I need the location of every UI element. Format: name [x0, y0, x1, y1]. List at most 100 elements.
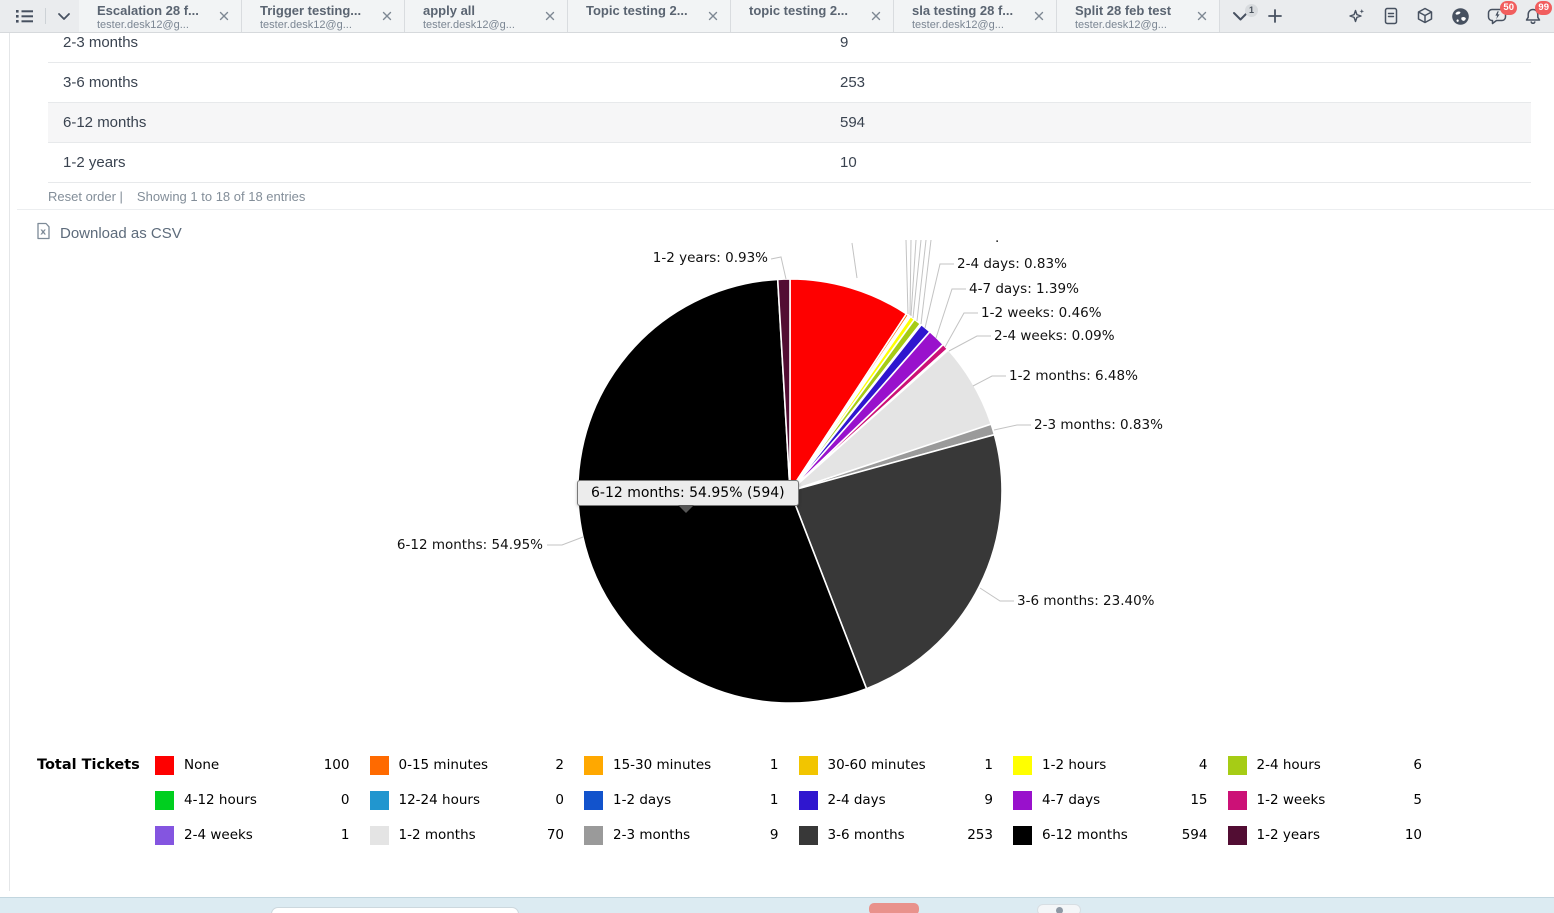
tab-title: Escalation 28 f...: [97, 3, 199, 18]
tab-title: Trigger testing...: [260, 3, 362, 18]
legend-swatch: [798, 825, 818, 845]
tab-close-icon[interactable]: [1034, 8, 1044, 26]
tab-close-icon[interactable]: [708, 8, 718, 26]
legend-item[interactable]: 1-2 hours 4: [1013, 755, 1228, 775]
globe-icon[interactable]: [1451, 7, 1470, 26]
browser-tab[interactable]: sla testing 28 f... tester.desk12@g...: [894, 0, 1057, 32]
callout-leader-line: [948, 335, 991, 352]
tab-strip: Escalation 28 f... tester.desk12@g... Trig…: [0, 0, 1554, 33]
table-row: 1-2 years 10: [48, 143, 1531, 183]
document-icon[interactable]: [1383, 7, 1399, 25]
cube-icon[interactable]: [1416, 7, 1434, 25]
legend-label: 3-6 months: [827, 827, 905, 843]
browser-tab[interactable]: Topic testing 2...: [568, 0, 731, 32]
download-csv-label: Download as CSV: [60, 224, 182, 242]
list-icon[interactable]: [15, 9, 34, 24]
tab-close-icon[interactable]: [1197, 8, 1207, 26]
legend-item[interactable]: None 100: [155, 755, 370, 775]
legend-item[interactable]: 4-12 hours 0: [155, 790, 370, 810]
callout-leader-line: [910, 239, 917, 317]
tab-close-icon[interactable]: [545, 8, 555, 26]
legend-item[interactable]: 1-2 months 70: [369, 825, 585, 845]
legend-item[interactable]: 30-60 minutes 1: [798, 755, 1014, 775]
legend-count: 100: [323, 757, 350, 773]
legend-item[interactable]: 2-4 hours 6: [1227, 755, 1443, 775]
legend-swatch: [369, 755, 389, 775]
legend-label: 30-60 minutes: [827, 757, 926, 773]
legend-swatch: [1013, 755, 1032, 775]
legend-item[interactable]: 15-30 minutes 1: [584, 755, 799, 775]
tab-subtitle: tester.desk12@g...: [423, 19, 515, 31]
browser-tab[interactable]: apply all tester.desk12@g...: [405, 0, 568, 32]
sparkles-icon[interactable]: [1347, 7, 1366, 25]
legend-item[interactable]: 1-2 years 10: [1227, 825, 1443, 845]
legend-count: 15: [1190, 792, 1208, 808]
legend-count: 1: [769, 757, 779, 773]
tab-subtitle: tester.desk12@g...: [260, 19, 352, 31]
svg-text:x: x: [40, 228, 46, 238]
legend-count: 5: [1413, 792, 1422, 808]
tab-close-icon[interactable]: [219, 8, 229, 26]
table-rows: 2-3 months 9 3-6 months 253 6-12 months 594 1-…: [48, 23, 1531, 183]
download-csv-link[interactable]: x Download as CSV: [36, 222, 182, 244]
legend-item[interactable]: 3-6 months 253: [798, 825, 1014, 845]
legend-count: 0: [555, 792, 564, 808]
bottom-strip: [0, 897, 1554, 913]
legend-count: 1: [769, 792, 779, 808]
table-row: 3-6 months 253: [48, 63, 1531, 103]
pie-slice-none[interactable]: [789, 278, 908, 494]
legend-swatch: [584, 790, 603, 810]
legend-swatch: [369, 790, 389, 810]
chat-notification-icon[interactable]: 50: [1487, 0, 1517, 26]
callout-leader-line: [547, 536, 584, 546]
tab-title: topic testing 2...: [749, 3, 848, 18]
pie-slice-1-2-years[interactable]: [776, 278, 791, 492]
tabs-overflow-chevron-icon[interactable]: 1: [1232, 3, 1258, 22]
tab-title: Topic testing 2...: [586, 3, 688, 18]
legend-label: 1-2 years: [1256, 827, 1321, 843]
legend-item[interactable]: 6-12 months 594: [1013, 825, 1228, 845]
callout-leader-line: [972, 375, 1006, 387]
browser-tab[interactable]: Escalation 28 f... tester.desk12@g...: [79, 0, 242, 32]
legend-count: 2: [555, 757, 564, 773]
legend-swatch: [1227, 790, 1247, 810]
legend-item[interactable]: 2-4 weeks 1: [155, 825, 370, 845]
legend-swatch: [155, 825, 174, 845]
legend-item[interactable]: 4-7 days 15: [1013, 790, 1228, 810]
legend-item[interactable]: 0-15 minutes 2: [369, 755, 585, 775]
callout-leader-line: [979, 587, 1014, 602]
legend-count: 1: [984, 757, 993, 773]
tab-close-icon[interactable]: [382, 8, 392, 26]
legend-label: 1-2 months: [398, 827, 476, 843]
tab-close-icon[interactable]: [871, 8, 881, 26]
legend-count: 1: [340, 827, 350, 843]
browser-tab[interactable]: Trigger testing... tester.desk12@g...: [242, 0, 405, 32]
tab-strip-tabs: Escalation 28 f... tester.desk12@g... Trig…: [79, 0, 1220, 32]
pie-slice-3-6-months[interactable]: [788, 433, 1003, 690]
legend-item[interactable]: 2-3 months 9: [584, 825, 799, 845]
legend-label: 4-12 hours: [184, 792, 257, 808]
reset-order-link[interactable]: Reset order |: [48, 189, 123, 204]
legend-item[interactable]: 12-24 hours 0: [369, 790, 585, 810]
legend-item[interactable]: 2-4 days 9: [798, 790, 1014, 810]
legend-swatch: [798, 790, 818, 810]
legend-swatch: [798, 755, 818, 775]
legend-label: 4-7 days: [1042, 792, 1101, 808]
bell-icon[interactable]: 99: [1524, 0, 1552, 26]
legend-label: 12-24 hours: [398, 792, 480, 808]
new-tab-plus-icon[interactable]: [1267, 8, 1283, 24]
callout-leader-line: [924, 263, 954, 329]
browser-tab[interactable]: Split 28 feb test tester.desk12@g...: [1057, 0, 1220, 32]
legend-item[interactable]: 1-2 weeks 5: [1227, 790, 1443, 810]
data-table: 2-3 months 9 3-6 months 253 6-12 months 594 1-…: [48, 23, 1531, 204]
chevron-down-icon[interactable]: [57, 12, 71, 21]
legend-swatch: [155, 790, 174, 810]
tab-title: sla testing 28 f...: [912, 3, 1014, 18]
legend-item[interactable]: 1-2 days 1: [584, 790, 799, 810]
bottom-icon-pill[interactable]: [1037, 904, 1081, 913]
legend-label: 1-2 hours: [1042, 757, 1107, 773]
bottom-search-pill[interactable]: [271, 907, 519, 913]
bottom-red-pill[interactable]: [869, 903, 919, 913]
showing-entries-text: Showing 1 to 18 of 18 entries: [136, 189, 306, 204]
browser-tab[interactable]: topic testing 2...: [731, 0, 894, 32]
